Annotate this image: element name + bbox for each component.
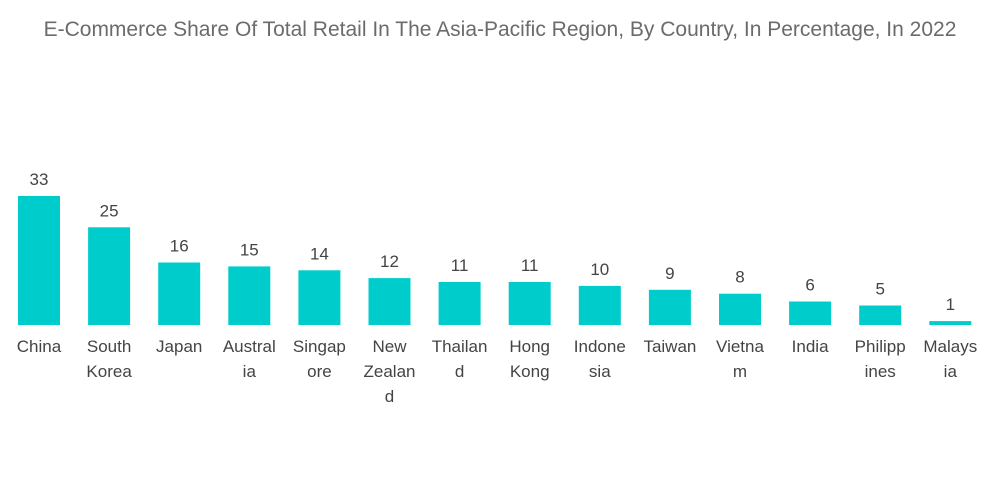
category-label-line: Malays (923, 337, 977, 356)
category-label: Singap ore (293, 337, 346, 381)
category-label-line: Japan (156, 337, 202, 356)
bar-india (789, 301, 832, 325)
category-label-line: ia (944, 362, 958, 381)
category-label-line: China (17, 337, 62, 356)
category-label-line: Indone (574, 337, 626, 356)
category-label-line: Taiwan (643, 337, 696, 356)
category-label: Thailan d (432, 337, 488, 381)
bar-thailand (438, 282, 481, 325)
category-label: South Korea (86, 337, 132, 381)
category-label-line: Hong (509, 337, 550, 356)
bar-philippines (859, 305, 902, 325)
category-label-line: sia (589, 362, 611, 381)
category-label: Austral ia (223, 337, 276, 381)
bar-australia (228, 266, 271, 325)
value-label: 14 (310, 244, 329, 263)
bar-malaysia (929, 321, 972, 325)
category-label-line: New (372, 337, 407, 356)
category-label-line: Thailan (432, 337, 488, 356)
category-label-line: Korea (86, 362, 132, 381)
value-label: 12 (380, 252, 399, 271)
category-label-line: South (87, 337, 131, 356)
value-label: 11 (451, 256, 469, 275)
category-label: Japan (156, 337, 202, 356)
value-label: 11 (521, 256, 539, 275)
bar-new-zealand (368, 278, 411, 325)
category-label: Taiwan (643, 337, 696, 356)
value-label: 16 (170, 237, 189, 256)
category-label-line: ines (865, 362, 896, 381)
bar-singapore (298, 270, 341, 325)
category-label-line: m (733, 362, 747, 381)
bar-vietnam (719, 293, 761, 325)
category-label-line: Zealan (364, 362, 416, 381)
category-label: Malays ia (923, 337, 977, 381)
category-label-line: d (455, 362, 464, 381)
category-label-line: Kong (510, 362, 550, 381)
category-label-line: d (385, 387, 394, 406)
category-label-line: Singap (293, 337, 346, 356)
value-label: 5 (875, 280, 884, 299)
bar-south-korea (88, 227, 131, 325)
value-label: 25 (100, 201, 119, 220)
category-label: Hong Kong (509, 337, 550, 381)
value-label: 6 (805, 276, 814, 295)
value-label: 9 (665, 264, 674, 283)
bar-hong-kong (508, 282, 551, 325)
category-label: Vietna m (716, 337, 764, 381)
value-label: 10 (590, 260, 609, 279)
value-label: 33 (30, 170, 49, 189)
category-label: Philipp ines (855, 337, 906, 381)
bar-china (18, 196, 60, 325)
category-label-line: ia (243, 362, 257, 381)
category-label: Indone sia (574, 337, 626, 381)
category-label-line: ore (307, 362, 332, 381)
category-label: New Zealan d (364, 337, 416, 406)
chart-title: E-Commerce Share Of Total Retail In The … (43, 18, 957, 41)
category-label-line: India (792, 337, 829, 356)
value-label: 1 (946, 295, 955, 314)
category-label: China (17, 337, 62, 356)
value-label: 8 (735, 268, 744, 287)
bar-japan (158, 262, 201, 325)
category-label-line: Philipp (855, 337, 906, 356)
category-label-line: Vietna (716, 337, 764, 356)
bar-indonesia (578, 285, 621, 325)
bar-taiwan (648, 289, 691, 325)
category-label: India (792, 337, 829, 356)
category-label-line: Austral (223, 337, 276, 356)
value-label: 15 (240, 240, 259, 259)
